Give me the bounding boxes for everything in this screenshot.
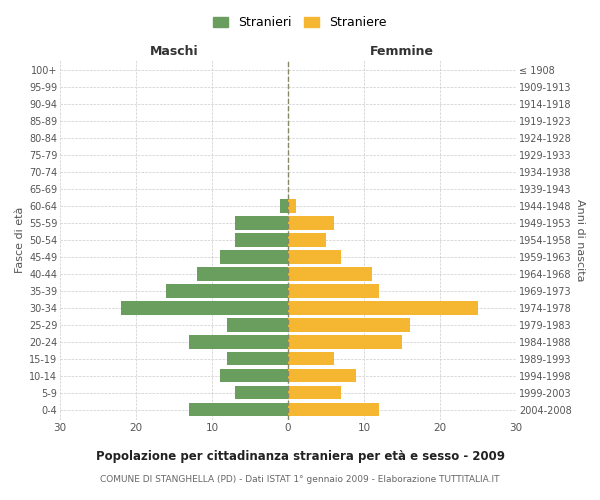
Bar [121,302,288,314]
Bar [288,318,410,332]
Text: Popolazione per cittadinanza straniera per età e sesso - 2009: Popolazione per cittadinanza straniera p… [95,450,505,463]
Bar [189,336,288,348]
Bar [227,352,288,366]
Text: COMUNE DI STANGHELLA (PD) - Dati ISTAT 1° gennaio 2009 - Elaborazione TUTTITALIA: COMUNE DI STANGHELLA (PD) - Dati ISTAT 1… [100,475,500,484]
Bar [189,403,288,416]
Bar [220,369,288,382]
Bar [288,200,296,212]
Bar [197,268,288,280]
Bar [288,386,341,400]
Bar [288,302,478,314]
Bar [288,352,334,366]
Bar [235,216,288,230]
Bar [288,234,326,246]
Bar [288,403,379,416]
Text: Femmine: Femmine [370,46,434,59]
Bar [280,200,288,212]
Bar [235,234,288,246]
Bar [288,284,379,298]
Bar [166,284,288,298]
Bar [220,250,288,264]
Bar [288,369,356,382]
Bar [288,336,402,348]
Text: Maschi: Maschi [149,46,199,59]
Y-axis label: Fasce di età: Fasce di età [14,207,25,273]
Y-axis label: Anni di nascita: Anni di nascita [575,198,586,281]
Bar [235,386,288,400]
Bar [227,318,288,332]
Legend: Stranieri, Straniere: Stranieri, Straniere [211,14,389,32]
Bar [288,216,334,230]
Bar [288,268,371,280]
Bar [288,250,341,264]
